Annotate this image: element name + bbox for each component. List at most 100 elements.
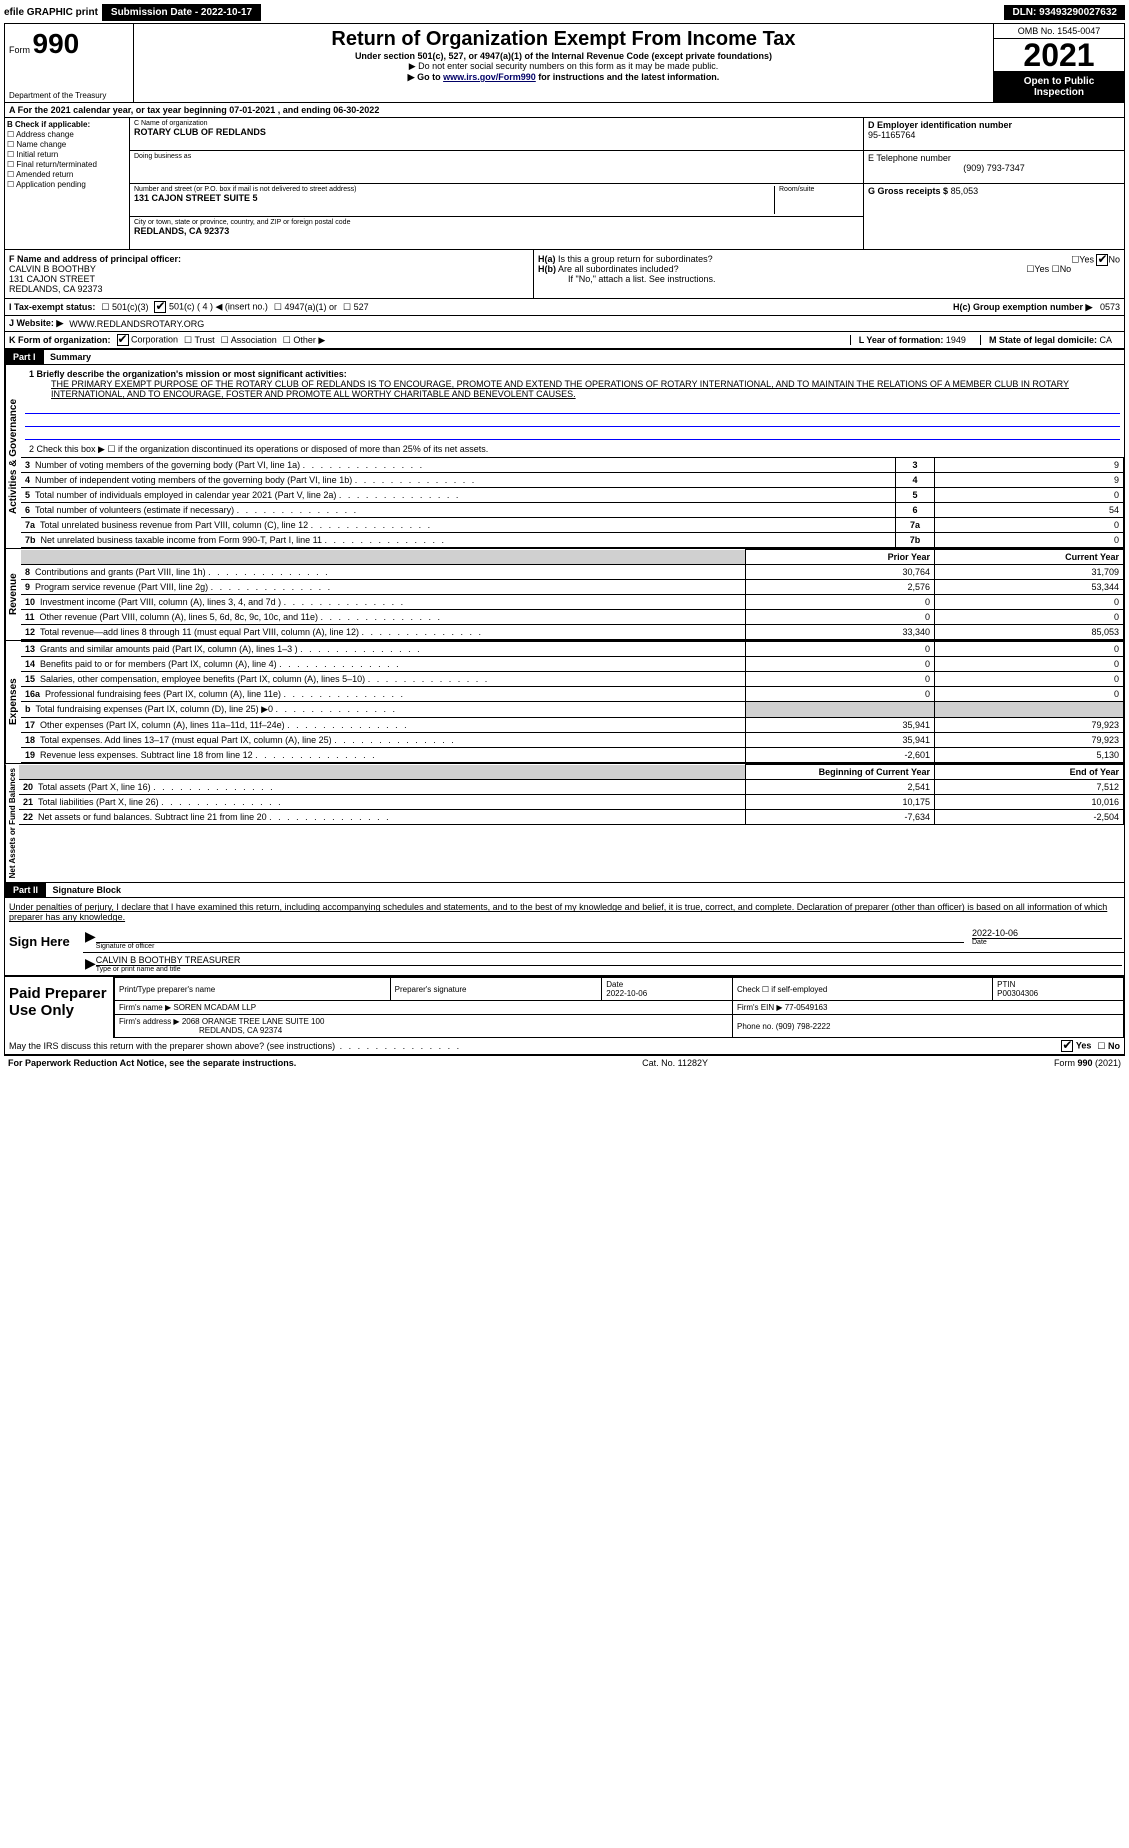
current-val: 0 <box>935 642 1124 657</box>
k-l-m-row: K Form of organization: Corporation ☐ Tr… <box>5 332 1124 349</box>
line-text: 5 Total number of individuals employed i… <box>21 488 896 503</box>
line-text: 3 Number of voting members of the govern… <box>21 458 896 473</box>
status-label: I Tax-exempt status: <box>9 302 95 312</box>
open-to-public: Open to Public Inspection <box>994 72 1124 102</box>
end-year-header: End of Year <box>935 765 1124 780</box>
table-row: 7a Total unrelated business revenue from… <box>21 518 1124 533</box>
m-domicile: M State of legal domicile: CA <box>980 335 1120 345</box>
line-val: 0 <box>935 488 1124 503</box>
line-text: 8 Contributions and grants (Part VIII, l… <box>21 565 746 580</box>
line-text: 7a Total unrelated business revenue from… <box>21 518 896 533</box>
check-name[interactable]: ☐ Name change <box>7 140 127 149</box>
expenses-table: 13 Grants and similar amounts paid (Part… <box>21 641 1124 763</box>
header-right: OMB No. 1545-0047 2021 Open to Public In… <box>993 24 1124 102</box>
firm-phone: (909) 798-2222 <box>776 1022 831 1031</box>
governance-table: 3 Number of voting members of the govern… <box>21 457 1124 548</box>
dept-treasury: Department of the Treasury <box>9 91 106 100</box>
form-footer: Form 990 (2021) <box>1054 1058 1121 1068</box>
prior-val: 0 <box>746 610 935 625</box>
current-val: 5,130 <box>935 748 1124 763</box>
side-revenue: Revenue <box>5 549 21 640</box>
prior-val: 35,941 <box>746 718 935 733</box>
org-name-row: C Name of organization ROTARY CLUB OF RE… <box>130 118 863 151</box>
form-header: Form 990 Department of the Treasury Retu… <box>5 24 1124 103</box>
checkbox-column: B Check if applicable: ☐ Address change … <box>5 118 130 249</box>
527-option[interactable]: ☐ 527 <box>343 302 369 313</box>
firm-ein: 77-0549163 <box>785 1003 828 1012</box>
mission-label: 1 Briefly describe the organization's mi… <box>29 369 347 379</box>
prior-val: -7,634 <box>746 810 935 825</box>
line-num: 6 <box>896 503 935 518</box>
4947-option[interactable]: ☐ 4947(a)(1) or <box>274 302 337 313</box>
table-row: 8 Contributions and grants (Part VIII, l… <box>21 565 1124 580</box>
table-row: 21 Total liabilities (Part X, line 26) 1… <box>19 795 1124 810</box>
net-headers: Beginning of Current Year End of Year <box>19 765 1124 780</box>
goto-link[interactable]: ▶ Go to www.irs.gov/Form990 for instruct… <box>138 72 989 83</box>
part1-label: Part I <box>5 350 44 364</box>
right-column: D Employer identification number 95-1165… <box>863 118 1124 249</box>
ein-label: D Employer identification number <box>868 120 1120 130</box>
penalties-text: Under penalties of perjury, I declare th… <box>9 902 1107 922</box>
check-icon <box>154 301 166 313</box>
tax-status-row: I Tax-exempt status: ☐ 501(c)(3) 501(c) … <box>5 299 1124 316</box>
part1-header: Part I Summary <box>5 349 1124 365</box>
check-amended[interactable]: ☐ Amended return <box>7 170 127 179</box>
line-text: 20 Total assets (Part X, line 16) <box>19 780 746 795</box>
room-label: Room/suite <box>779 186 859 193</box>
phone-label: E Telephone number <box>868 153 1120 163</box>
h-c: H(c) Group exemption number ▶ 0573 <box>953 302 1120 313</box>
prior-year-header: Prior Year <box>746 550 935 565</box>
discuss-yes[interactable]: Yes <box>1061 1040 1091 1052</box>
check-icon <box>117 334 129 346</box>
officer-addr1: 131 CAJON STREET <box>9 274 529 284</box>
current-val: 0 <box>935 610 1124 625</box>
website-value[interactable]: WWW.REDLANDSROTARY.ORG <box>69 319 204 329</box>
subtitle: Under section 501(c), 527, or 4947(a)(1)… <box>138 51 989 61</box>
assoc-option[interactable]: ☐ Association <box>221 335 277 346</box>
form-prefix: Form <box>9 45 30 55</box>
begin-year-header: Beginning of Current Year <box>746 765 935 780</box>
header-middle: Return of Organization Exempt From Incom… <box>134 24 993 102</box>
address-row: Number and street (or P.O. box if mail i… <box>130 184 863 217</box>
prior-val: 0 <box>746 642 935 657</box>
revenue-section: Revenue Prior Year Current Year 8 Contri… <box>5 548 1124 640</box>
501c-option[interactable]: 501(c) ( 4 ) ◀ (insert no.) <box>154 301 267 313</box>
line-text: 11 Other revenue (Part VIII, column (A),… <box>21 610 746 625</box>
street-address: 131 CAJON STREET SUITE 5 <box>134 193 774 203</box>
col-self: Check ☐ if self-employed <box>733 978 993 1001</box>
check-pending[interactable]: ☐ Application pending <box>7 180 127 189</box>
check-initial[interactable]: ☐ Initial return <box>7 150 127 159</box>
tax-period: A For the 2021 calendar year, or tax yea… <box>5 103 1124 118</box>
prior-val <box>746 702 935 718</box>
sig-date: 2022-10-06 <box>972 928 1018 938</box>
h-note: If "No," attach a list. See instructions… <box>538 274 1120 284</box>
table-row: 11 Other revenue (Part VIII, column (A),… <box>21 610 1124 625</box>
line-text: 21 Total liabilities (Part X, line 26) <box>19 795 746 810</box>
line-num: 7a <box>896 518 935 533</box>
check-header: B Check if applicable: <box>7 120 127 129</box>
line-text: 10 Investment income (Part VIII, column … <box>21 595 746 610</box>
table-row: 15 Salaries, other compensation, employe… <box>21 672 1124 687</box>
officer-left: F Name and address of principal officer:… <box>5 250 534 298</box>
501c3-option[interactable]: ☐ 501(c)(3) <box>101 302 148 313</box>
submission-date-button[interactable]: Submission Date - 2022-10-17 <box>102 4 261 21</box>
officer-name: CALVIN B BOOTHBY <box>9 264 529 274</box>
net-assets-section: Net Assets or Fund Balances Beginning of… <box>5 763 1124 882</box>
current-val: 0 <box>935 657 1124 672</box>
table-row: 9 Program service revenue (Part VIII, li… <box>21 580 1124 595</box>
discuss-no[interactable]: ☐ No <box>1097 1041 1120 1052</box>
line-text: b Total fundraising expenses (Part IX, c… <box>21 702 746 718</box>
trust-option[interactable]: ☐ Trust <box>184 335 215 346</box>
corp-option[interactable]: Corporation <box>117 334 179 346</box>
officer-label: F Name and address of principal officer: <box>9 254 529 264</box>
firm-addr2: REDLANDS, CA 92374 <box>119 1026 282 1035</box>
check-address[interactable]: ☐ Address change <box>7 130 127 139</box>
prior-val: 0 <box>746 687 935 702</box>
tax-year: 2021 <box>994 39 1124 72</box>
governance-section: Activities & Governance 1 Briefly descri… <box>5 365 1124 548</box>
check-final[interactable]: ☐ Final return/terminated <box>7 160 127 169</box>
h-b: H(b) Are all subordinates included? ☐Yes… <box>538 264 1120 274</box>
phone-value: (909) 793-7347 <box>868 163 1120 173</box>
table-row: 5 Total number of individuals employed i… <box>21 488 1124 503</box>
other-option[interactable]: ☐ Other ▶ <box>283 335 326 346</box>
